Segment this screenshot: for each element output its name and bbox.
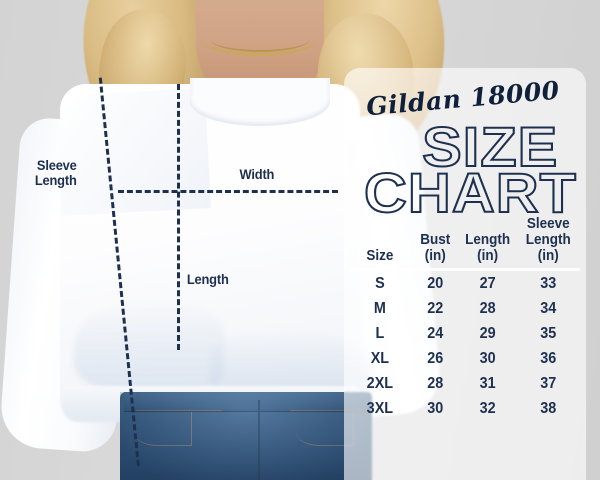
width-label: Width (239, 166, 275, 182)
table-row: 3XL 30 32 38 (350, 396, 580, 421)
size-chart-table: Size Bust (in) Length (in) Sleeve Length… (350, 216, 580, 421)
cell-length: 29 (479, 324, 496, 342)
jeans-stitch-right (290, 410, 368, 411)
cell-size: 2XL (366, 374, 394, 392)
sweatshirt-collar (190, 78, 330, 126)
jeans-waistband (124, 392, 368, 412)
table-row: 2XL 28 31 37 (350, 371, 580, 396)
cell-bust: 26 (427, 349, 444, 367)
cell-sleeve: 37 (539, 374, 556, 392)
cell-sleeve: 34 (539, 299, 556, 317)
column-header-size: Size (353, 216, 407, 270)
column-header-sleeve-line1: Sleeve (526, 215, 570, 232)
necklace-icon (200, 22, 318, 56)
table-row: L 24 29 35 (350, 321, 580, 346)
necklace-inner-icon (210, 26, 310, 52)
column-header-bust-label: Bust (420, 231, 451, 248)
sleeve-length-label-line1: Sleeve (36, 157, 77, 173)
cell-sleeve: 36 (539, 349, 556, 367)
cell-size: S (375, 274, 385, 292)
cell-length: 30 (479, 349, 496, 367)
column-header-sleeve-line2: Length (525, 231, 571, 248)
width-guide-line (118, 190, 338, 193)
cell-sleeve: 33 (539, 274, 556, 292)
sleeve-length-guide-line (98, 77, 140, 466)
cell-length: 28 (479, 299, 496, 317)
size-chart-panel: Gildan 18000 SIZE CHART Size Bust (in) L… (344, 68, 586, 480)
column-header-length: Length (in) (463, 216, 513, 270)
table-row: M 22 28 34 (350, 296, 580, 321)
cell-size: 3XL (366, 399, 394, 417)
cell-length: 32 (479, 399, 496, 417)
length-guide-line (177, 84, 180, 350)
cell-size: L (375, 324, 385, 342)
cell-bust: 24 (427, 324, 444, 342)
length-label: Length (186, 271, 229, 287)
sleeve-length-label-line2: Length (34, 172, 77, 188)
fabric-fold-1 (74, 300, 224, 390)
cell-bust: 20 (427, 274, 444, 292)
table-row: S 20 27 33 (350, 270, 580, 297)
table-header-row: Size Bust (in) Length (in) Sleeve Length… (350, 216, 580, 270)
column-header-size-label: Size (366, 247, 394, 264)
column-header-sleeve-length: Sleeve Length (in) (519, 216, 577, 270)
sleeve-length-label: Sleeve Length (35, 158, 77, 188)
cell-bust: 22 (427, 299, 444, 317)
cell-size: XL (370, 349, 390, 367)
column-header-sleeve-unit: (in) (537, 247, 559, 264)
jeans-pocket-left (134, 412, 192, 446)
chart-heading: CHART (363, 160, 578, 225)
cell-size: M (373, 299, 386, 317)
cell-length: 31 (479, 374, 496, 392)
jeans-fly-seam (258, 400, 260, 480)
jeans-shading (120, 392, 372, 480)
cell-bust: 30 (427, 399, 444, 417)
column-header-length-label: Length (465, 231, 511, 248)
column-header-length-unit: (in) (477, 247, 499, 264)
table-row: XL 26 30 36 (350, 346, 580, 371)
size-heading: SIZE (421, 114, 559, 179)
cell-length: 27 (479, 274, 496, 292)
cell-sleeve: 35 (539, 324, 556, 342)
column-header-bust: Bust (in) (412, 216, 458, 270)
cell-bust: 28 (427, 374, 444, 392)
cell-sleeve: 38 (539, 399, 556, 417)
jeans-stitch-left (136, 410, 222, 411)
column-header-bust-unit: (in) (424, 247, 446, 264)
